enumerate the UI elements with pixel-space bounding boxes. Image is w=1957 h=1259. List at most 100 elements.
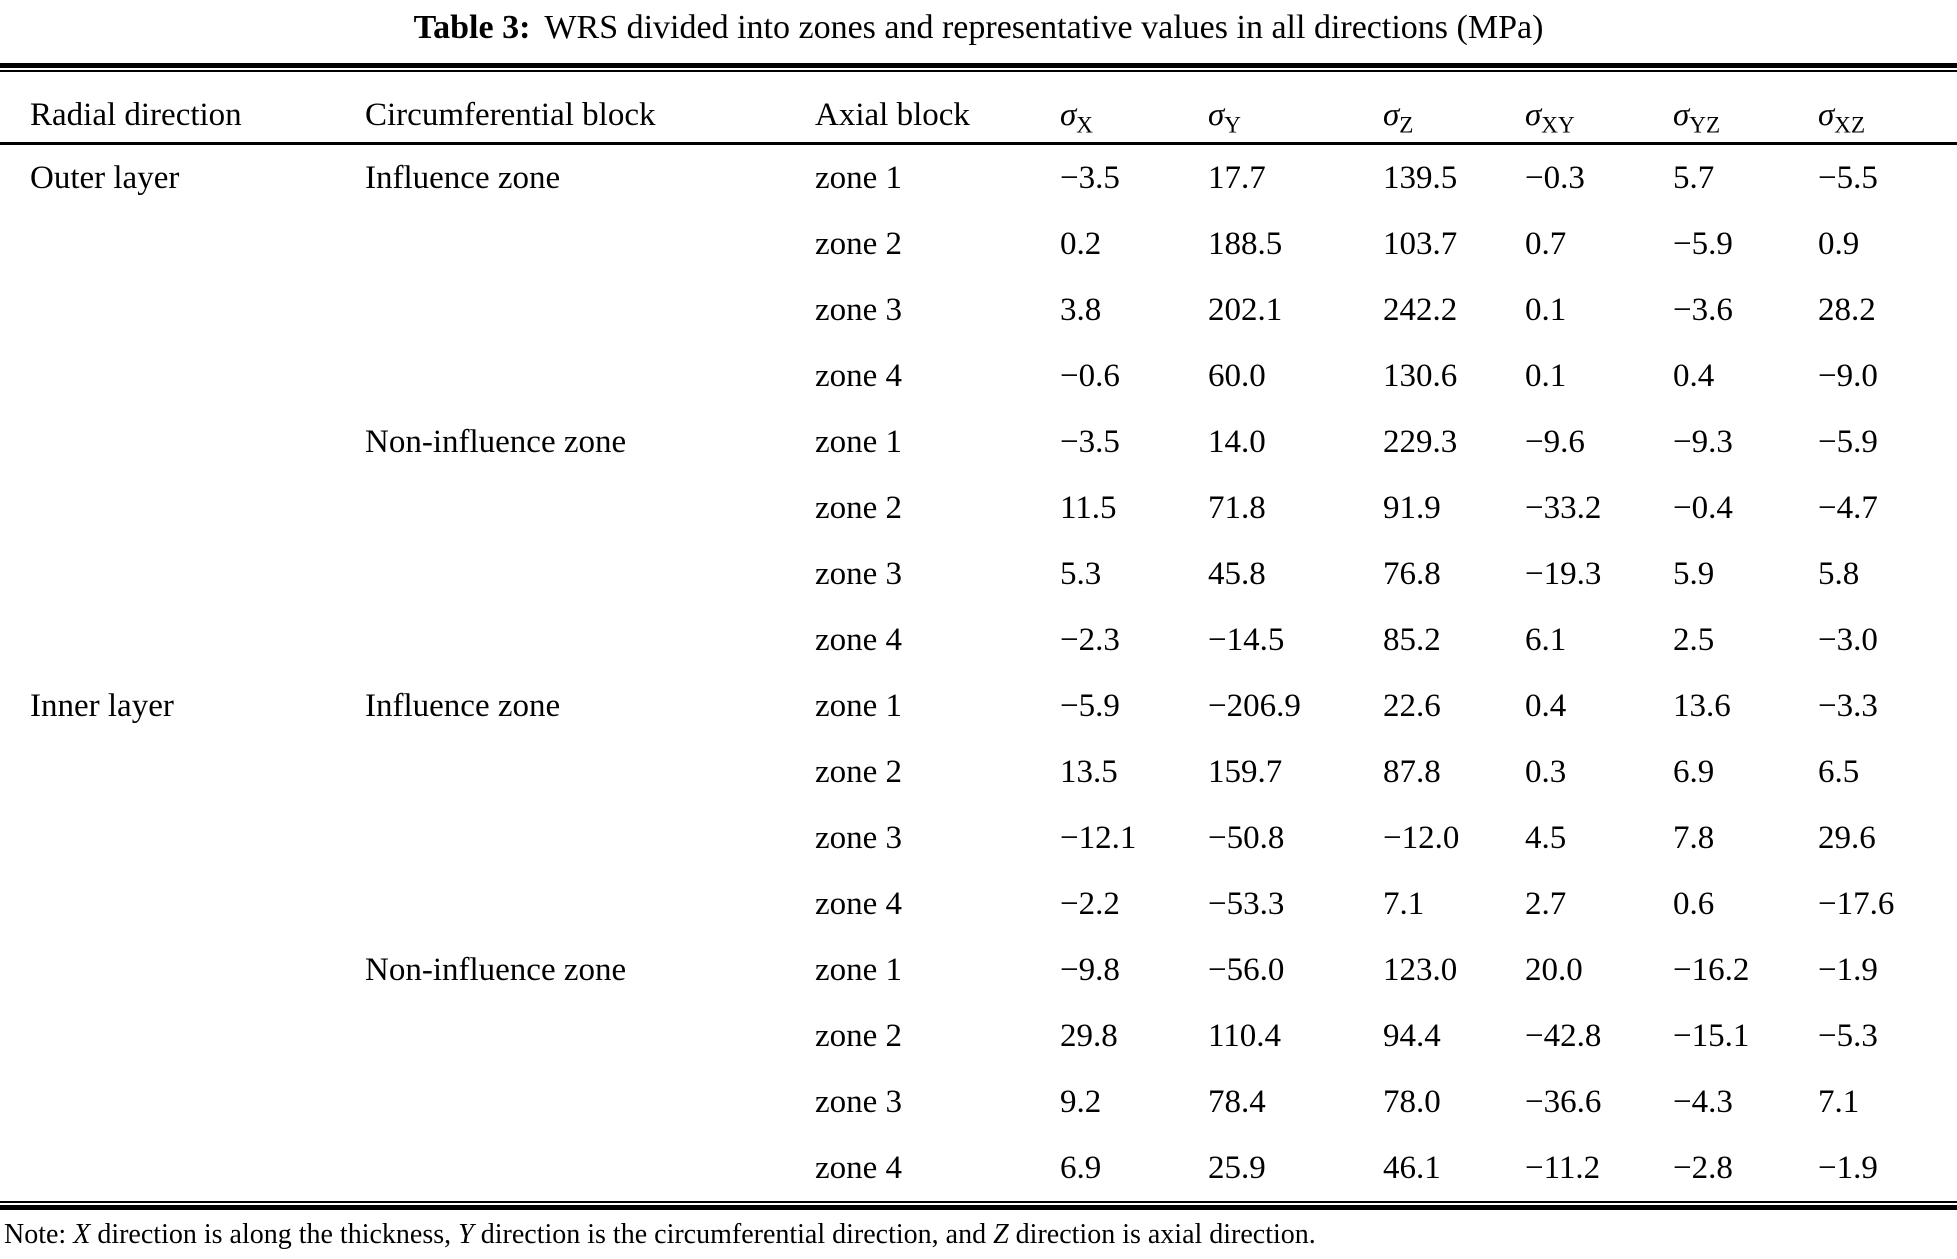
cell-sigma-y: −56.0 (1208, 951, 1285, 988)
cell-sigma-xy: −19.3 (1525, 555, 1602, 592)
cell-sigma-xz: 29.6 (1818, 819, 1876, 856)
cell-sigma-xy: 4.5 (1525, 819, 1567, 856)
table-caption: Table 3: WRS divided into zones and repre… (0, 0, 1957, 51)
cell-sigma-yz: −5.9 (1673, 225, 1733, 262)
sigma-subscript: X (1076, 111, 1093, 138)
cell-circumferential-block: Influence zone (365, 687, 561, 724)
cell-sigma-x: −2.2 (1060, 885, 1120, 922)
cell-radial-direction (0, 409, 365, 475)
table-row: Non-influence zone zone 1 −9.8 −56.0 123… (0, 937, 1957, 1003)
cell-sigma-y: 110.4 (1208, 1017, 1282, 1054)
note-text: Note: (4, 1219, 74, 1250)
cell-sigma-z: 229.3 (1383, 423, 1458, 460)
cell-sigma-xz: −3.0 (1818, 621, 1878, 658)
table-row: zone 3 9.2 78.4 78.0 −36.6 −4.3 7.1 (0, 1069, 1957, 1135)
cell-sigma-xy: 0.3 (1525, 753, 1567, 790)
cell-radial-direction (0, 1069, 365, 1135)
cell-sigma-xy: 0.1 (1525, 291, 1567, 328)
cell-radial-direction (0, 211, 365, 277)
sigma-subscript: XZ (1834, 111, 1866, 138)
sigma-symbol: σ (1060, 97, 1077, 133)
col-header-axial-block: Axial block (815, 72, 1060, 145)
table-row: zone 4 −2.2 −53.3 7.1 2.7 0.6 −17.6 (0, 871, 1957, 937)
cell-sigma-z: 123.0 (1383, 951, 1458, 988)
cell-circumferential-block (365, 607, 815, 673)
wrs-zone-table: Radial direction Circumferential block A… (0, 72, 1957, 1201)
col-header-sigma-x: σX (1060, 72, 1208, 145)
cell-sigma-z: 91.9 (1383, 489, 1441, 526)
cell-circumferential-block (365, 475, 815, 541)
cell-radial-direction (0, 1003, 365, 1069)
cell-sigma-yz: −15.1 (1673, 1017, 1750, 1054)
cell-sigma-xy: 0.1 (1525, 357, 1567, 394)
note-var-x: X (73, 1219, 91, 1250)
bottom-rule-gap (0, 1203, 1957, 1205)
cell-axial-block: zone 3 (815, 819, 903, 856)
cell-sigma-x: 6.9 (1060, 1149, 1102, 1186)
cell-sigma-xz: −1.9 (1818, 951, 1878, 988)
table-row: zone 4 −2.3 −14.5 85.2 6.1 2.5 −3.0 (0, 607, 1957, 673)
cell-sigma-xz: −17.6 (1818, 885, 1895, 922)
cell-sigma-yz: 7.8 (1673, 819, 1715, 856)
cell-circumferential-block (365, 805, 815, 871)
cell-sigma-z: 103.7 (1383, 225, 1458, 262)
cell-circumferential-block (365, 1135, 815, 1201)
cell-axial-block: zone 4 (815, 357, 903, 394)
cell-radial-direction (0, 343, 365, 409)
table-row: zone 4 −0.6 60.0 130.6 0.1 0.4 −9.0 (0, 343, 1957, 409)
cell-sigma-y: −50.8 (1208, 819, 1285, 856)
cell-sigma-xy: −36.6 (1525, 1083, 1602, 1120)
cell-sigma-xz: −5.9 (1818, 423, 1878, 460)
cell-sigma-yz: 0.4 (1673, 357, 1715, 394)
cell-sigma-x: 11.5 (1060, 489, 1117, 526)
sigma-subscript: XY (1541, 111, 1575, 138)
cell-sigma-z: 130.6 (1383, 357, 1458, 394)
note-text: direction is the circumferential directi… (473, 1219, 994, 1250)
cell-sigma-x: 0.2 (1060, 225, 1102, 262)
cell-radial-direction: Inner layer (30, 687, 174, 724)
header-row: Radial direction Circumferential block A… (0, 72, 1957, 145)
cell-sigma-x: 13.5 (1060, 753, 1118, 790)
cell-sigma-xz: 0.9 (1818, 225, 1860, 262)
cell-sigma-xy: 0.4 (1525, 687, 1567, 724)
note-var-y: Y (458, 1219, 474, 1250)
cell-sigma-x: 3.8 (1060, 291, 1102, 328)
cell-sigma-x: 9.2 (1060, 1083, 1102, 1120)
top-rule-thin-line (0, 70, 1957, 72)
col-header-sigma-y: σY (1208, 72, 1383, 145)
cell-sigma-x: −2.3 (1060, 621, 1120, 658)
cell-sigma-x: 29.8 (1060, 1017, 1118, 1054)
table-row: Inner layer Influence zone zone 1 −5.9 −… (0, 673, 1957, 739)
cell-sigma-x: −5.9 (1060, 687, 1120, 724)
cell-sigma-yz: −2.8 (1673, 1149, 1733, 1186)
cell-sigma-x: −9.8 (1060, 951, 1120, 988)
cell-sigma-xz: −9.0 (1818, 357, 1878, 394)
cell-axial-block: zone 1 (815, 687, 903, 724)
cell-sigma-y: 14.0 (1208, 423, 1266, 460)
cell-sigma-y: −53.3 (1208, 885, 1285, 922)
cell-axial-block: zone 1 (815, 423, 903, 460)
cell-axial-block: zone 3 (815, 555, 903, 592)
cell-sigma-y: −14.5 (1208, 621, 1285, 658)
cell-circumferential-block (365, 1069, 815, 1135)
cell-sigma-x: −3.5 (1060, 159, 1120, 196)
table-row: zone 2 0.2 188.5 103.7 0.7 −5.9 0.9 (0, 211, 1957, 277)
cell-sigma-y: 17.7 (1208, 159, 1266, 196)
cell-radial-direction (0, 805, 365, 871)
cell-sigma-yz: −0.4 (1673, 489, 1733, 526)
cell-circumferential-block (365, 277, 815, 343)
cell-sigma-y: −206.9 (1208, 687, 1301, 724)
cell-circumferential-block: Non-influence zone (365, 951, 627, 988)
cell-sigma-yz: 5.9 (1673, 555, 1715, 592)
cell-sigma-xz: −5.5 (1818, 159, 1878, 196)
cell-sigma-z: 87.8 (1383, 753, 1441, 790)
cell-sigma-xy: 6.1 (1525, 621, 1567, 658)
cell-radial-direction (0, 1135, 365, 1201)
col-header-sigma-xy: σXY (1525, 72, 1673, 145)
table-row: Non-influence zone zone 1 −3.5 14.0 229.… (0, 409, 1957, 475)
col-header-sigma-yz: σYZ (1673, 72, 1818, 145)
cell-sigma-xy: −11.2 (1525, 1149, 1601, 1186)
col-header-sigma-z: σZ (1383, 72, 1525, 145)
cell-radial-direction (0, 739, 365, 805)
